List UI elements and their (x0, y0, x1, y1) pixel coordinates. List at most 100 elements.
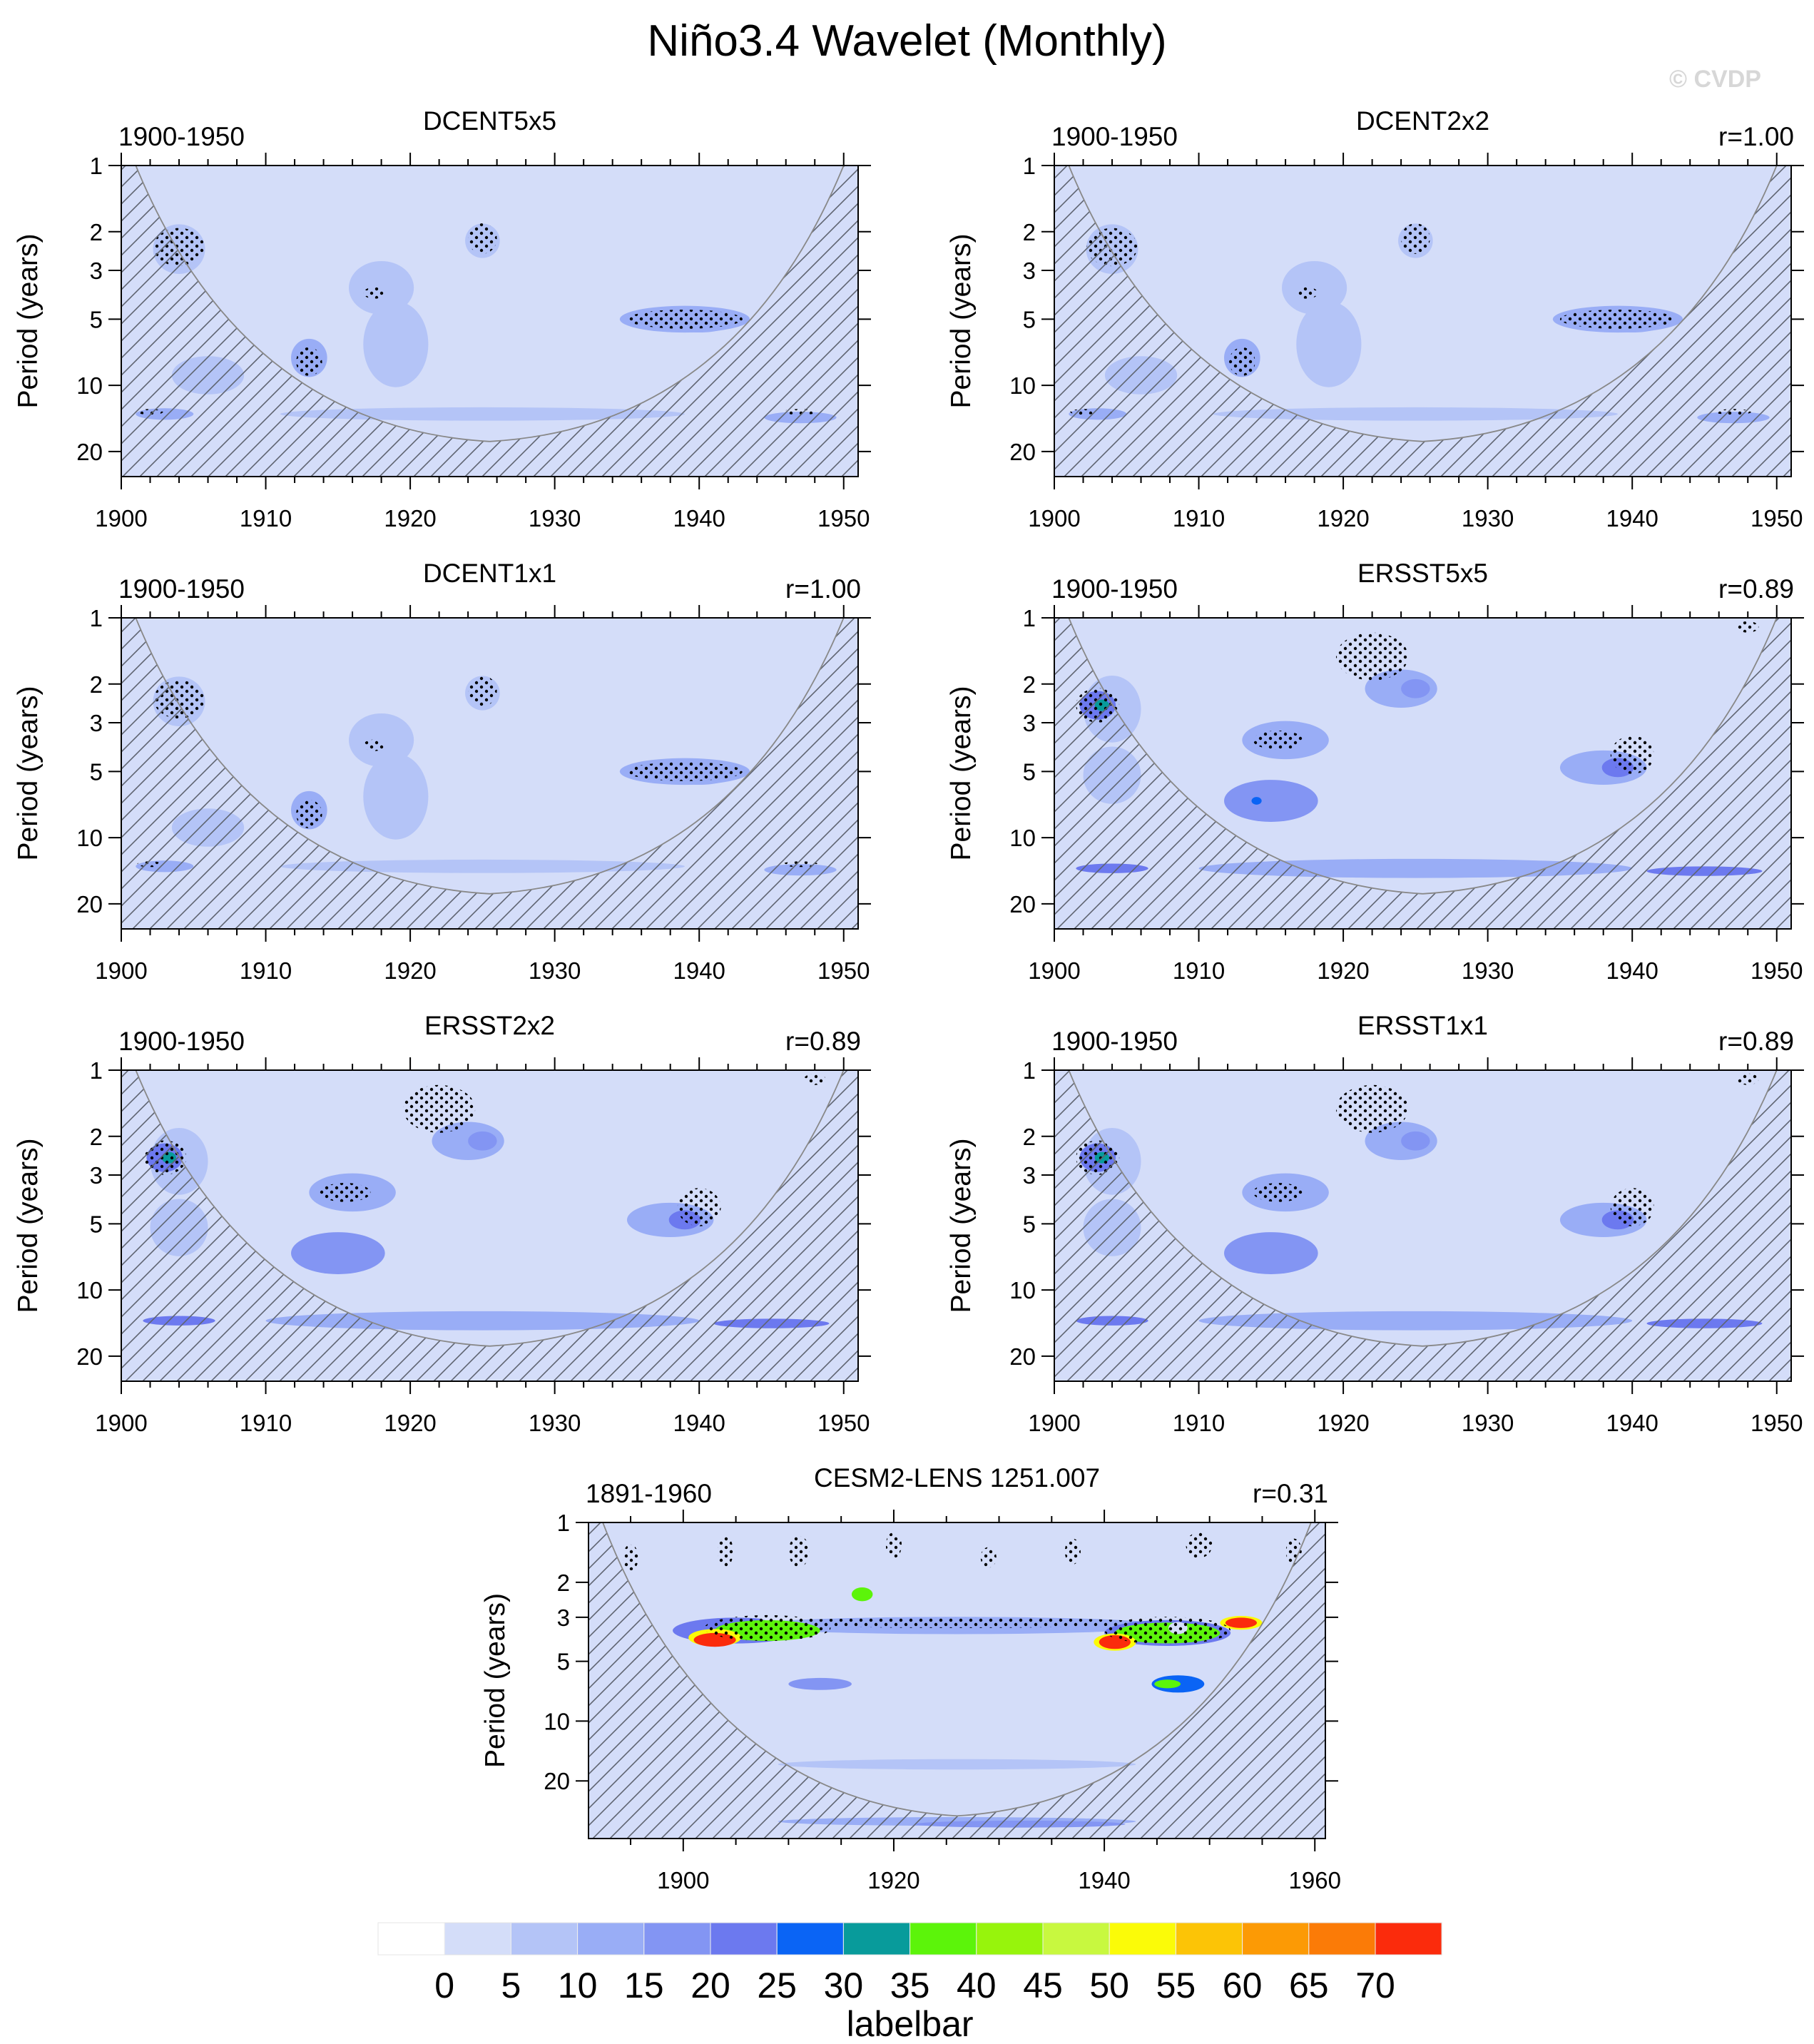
y-tick-label: 10 (76, 825, 103, 851)
significance-stipple (788, 1535, 810, 1567)
y-tick-label: 2 (557, 1570, 570, 1596)
labelbar-swatch (577, 1922, 645, 1956)
plot-frame (1054, 617, 1792, 930)
wavelet-panel-7: 1 2 3 5 10 20 Period (years) 1900 1920 1940 1960 CE… (480, 1463, 1341, 1893)
significance-stipple (320, 1183, 371, 1202)
significance-stipple (1296, 287, 1318, 299)
labelbar-swatch (1042, 1922, 1110, 1956)
y-tick-label: 10 (76, 372, 103, 399)
x-tick-label: 1920 (867, 1867, 919, 1893)
significance-stipple (626, 309, 743, 329)
wavelet-panel-5: 1 2 3 5 10 20 Period (years) 1900 1910 1920 1930 19… (13, 1011, 871, 1436)
labelbar-swatch (909, 1922, 977, 1956)
cone-of-influence-hatch (1054, 1070, 1791, 1381)
wavelet-panel-1: 1 2 3 5 10 20 Period (years) 1900 1910 1920 1930 19… (13, 106, 871, 532)
panel-title: DCENT5x5 (423, 106, 556, 136)
significance-stipple (1253, 731, 1304, 750)
plot-frame (121, 165, 859, 477)
cone-of-influence-hatch (121, 618, 858, 929)
panel-plot-area (121, 1070, 858, 1381)
power-contour (1225, 1617, 1258, 1628)
y-axis-label: Period (years) (946, 1139, 977, 1313)
x-tick-label: 1900 (1028, 1410, 1080, 1436)
panel-title: ERSST1x1 (1357, 1011, 1488, 1040)
x-tick-label: 1900 (95, 1410, 147, 1436)
x-tick-label: 1940 (1606, 505, 1658, 532)
labelbar-swatch (710, 1922, 778, 1956)
panel-correlation-label: r=0.89 (785, 1027, 861, 1056)
labelbar-swatch (444, 1922, 511, 1956)
labelbar-swatch (510, 1922, 579, 1956)
y-tick-label: 3 (90, 258, 103, 284)
plot-frame (1054, 1069, 1792, 1382)
x-tick-label: 1920 (1317, 1410, 1369, 1436)
x-tick-label: 1910 (1173, 505, 1225, 532)
cone-of-influence-line (1422, 618, 1778, 895)
y-tick-label: 2 (1023, 219, 1036, 245)
x-tick-label: 1940 (673, 1410, 725, 1436)
x-tick-label: 1930 (1462, 505, 1514, 532)
panel-correlation-label: r=0.89 (1718, 1027, 1794, 1056)
labelbar: 0 5 10 15 20 25 30 35 40 45 50 55 60 65 70 labelbar (377, 1922, 1442, 2044)
significance-stipple (677, 1188, 721, 1226)
plot-frame (121, 617, 859, 930)
labelbar-swatch (1375, 1922, 1442, 1956)
y-tick-label: 5 (90, 1211, 103, 1237)
panel-plot-area (588, 1522, 1325, 1839)
x-tick-label: 1950 (817, 1410, 870, 1436)
significance-stipple (468, 676, 497, 706)
significance-stipple (804, 1073, 826, 1085)
x-tick-label: 1910 (240, 505, 292, 532)
labelbar-tick-label: 10 (558, 1966, 598, 2005)
significance-stipple (704, 1615, 831, 1642)
labelbar-swatch (1109, 1922, 1176, 1956)
labelbar-tick-label: 40 (957, 1966, 997, 2005)
plot-frame (121, 1069, 859, 1382)
panel-period-label: 1900-1950 (1051, 122, 1178, 151)
significance-stipple (1253, 1183, 1304, 1202)
panel-period-label: 1900-1950 (118, 122, 245, 151)
x-tick-label: 1920 (1317, 505, 1369, 532)
significance-stipple (1335, 632, 1409, 681)
y-tick-label: 20 (76, 439, 103, 465)
y-tick-label: 1 (90, 153, 103, 179)
y-tick-label: 10 (1009, 372, 1036, 399)
labelbar-swatch (643, 1922, 711, 1956)
y-tick-label: 5 (1023, 306, 1036, 332)
labelbar-swatch (842, 1922, 911, 1956)
labelbar-swatch (1308, 1922, 1376, 1956)
panel-correlation-label: r=0.89 (1718, 574, 1794, 604)
y-tick-label: 2 (90, 1124, 103, 1150)
panel-period-label: 1900-1950 (1051, 574, 1178, 604)
y-tick-label: 3 (1023, 710, 1036, 736)
cone-of-influence-line (489, 166, 845, 442)
x-tick-label: 1930 (1462, 957, 1514, 984)
power-contour (1223, 1232, 1318, 1274)
y-tick-label: 5 (557, 1649, 570, 1675)
significance-stipple (1737, 621, 1759, 633)
panel-period-label: 1900-1950 (118, 574, 245, 604)
cone-of-influence-line (135, 618, 490, 895)
panel-title: DCENT1x1 (423, 559, 556, 588)
labelbar-tick-label: 45 (1023, 1966, 1063, 2005)
cone-of-influence-line (1068, 1070, 1423, 1347)
panel-period-label: 1900-1950 (118, 1027, 245, 1056)
wavelet-panel-6: 1 2 3 5 10 20 Period (years) 1900 1910 1920 1930 19… (946, 1011, 1804, 1436)
y-tick-label: 20 (1009, 891, 1036, 917)
power-contour (1296, 301, 1362, 387)
y-tick-label: 5 (90, 306, 103, 332)
power-contour (280, 859, 685, 873)
y-axis-label: Period (years) (480, 1593, 511, 1768)
power-contour (1154, 1679, 1181, 1689)
x-tick-label: 1910 (240, 957, 292, 984)
y-tick-label: 1 (1023, 153, 1036, 179)
y-tick-label: 20 (76, 891, 103, 917)
y-tick-label: 2 (1023, 1124, 1036, 1150)
x-tick-label: 1920 (384, 505, 436, 532)
significance-stipple (622, 1544, 639, 1571)
y-tick-label: 5 (90, 758, 103, 785)
x-tick-label: 1930 (529, 957, 581, 984)
y-axis-label: Period (years) (13, 234, 44, 409)
power-contour (1401, 678, 1430, 698)
x-tick-label: 1900 (657, 1867, 709, 1893)
